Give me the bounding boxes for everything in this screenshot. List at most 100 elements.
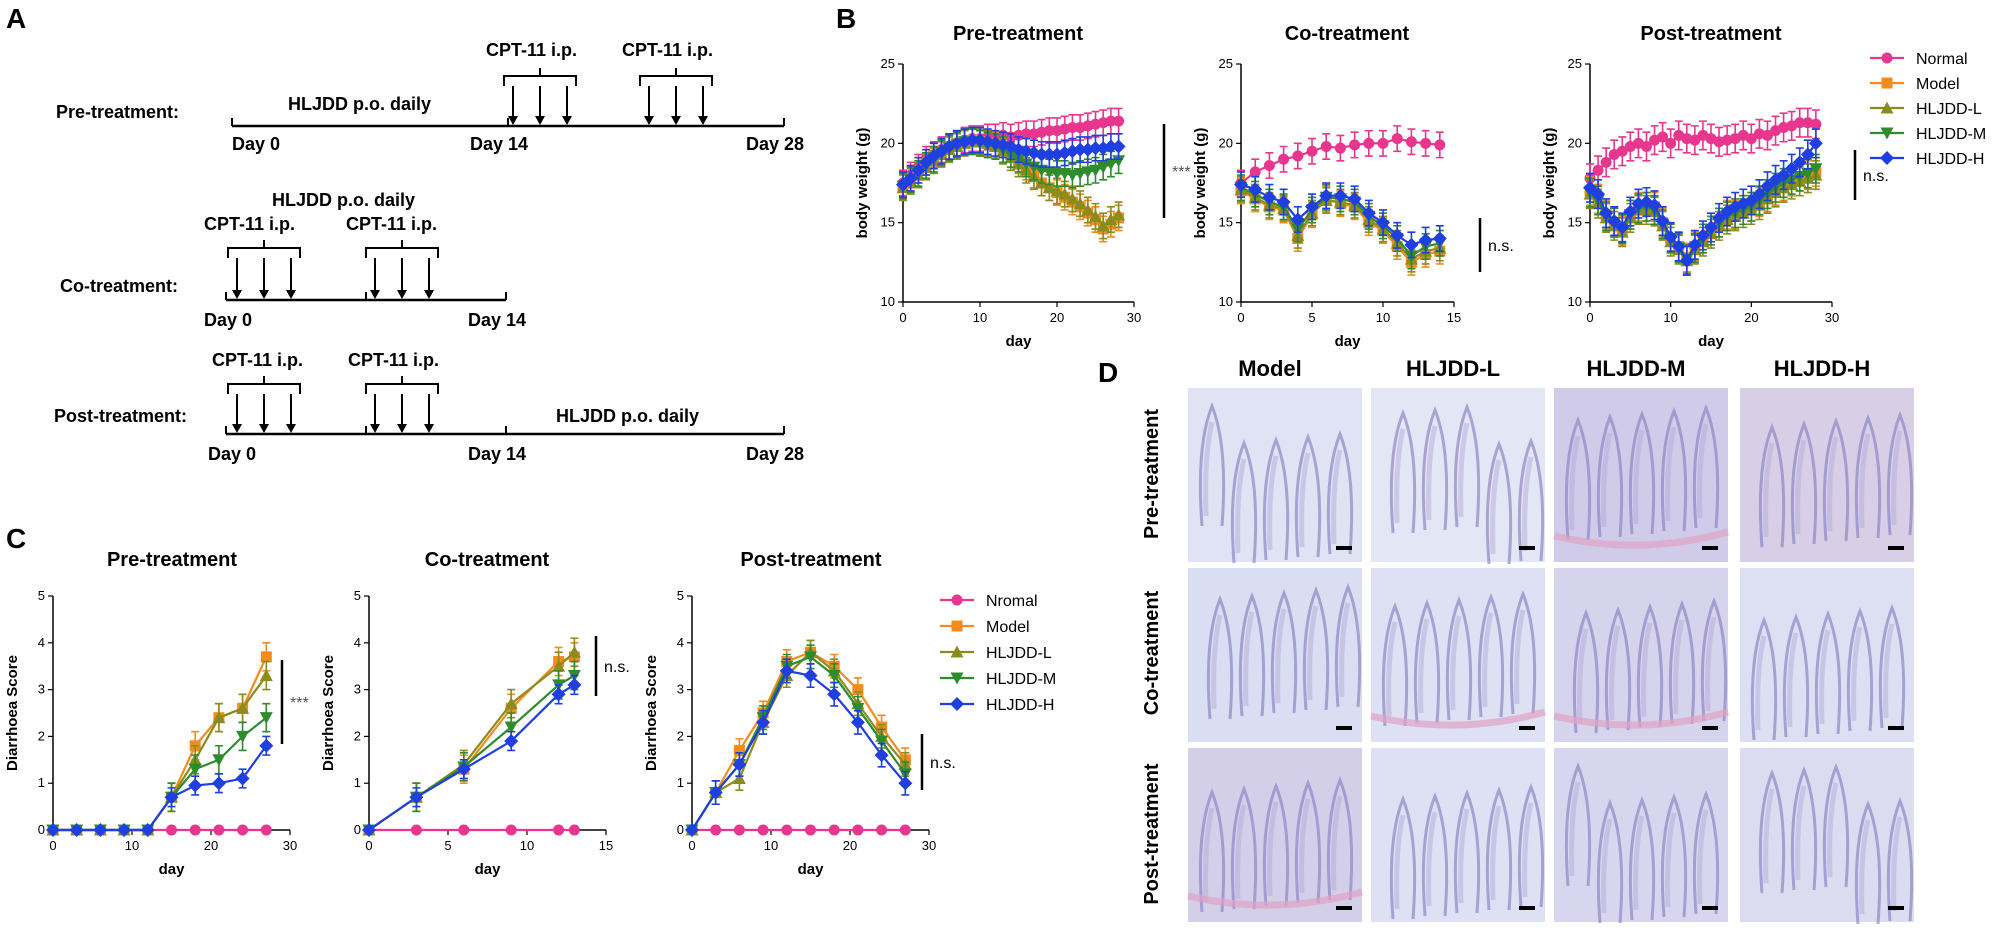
dose-arrowhead xyxy=(644,116,654,125)
data-point xyxy=(733,744,745,756)
data-point xyxy=(851,702,865,715)
tissue-lumen xyxy=(1665,812,1677,908)
panel-letter-a: A xyxy=(6,3,26,34)
tissue-villus xyxy=(1628,795,1656,921)
data-point xyxy=(733,824,745,836)
y-tick-label: 4 xyxy=(38,635,45,650)
tissue-villus xyxy=(1230,438,1258,564)
dose-bracket xyxy=(365,376,439,394)
legend-label: HLJDD-L xyxy=(1916,101,1982,118)
chart-b-pre-treatment: Pre-treatment 0 10 20 30 10 15 20 25 day body weig… xyxy=(854,23,1191,350)
data-point xyxy=(1320,141,1332,153)
schedule-co-cpt2: CPT-11 i.p. xyxy=(346,214,437,234)
data-point xyxy=(458,824,470,836)
data-point xyxy=(1027,161,1041,174)
legend-item: HLJDD-L xyxy=(940,645,1052,662)
data-point xyxy=(1363,137,1375,149)
data-point xyxy=(710,824,722,836)
schedule-post-day14: Day 14 xyxy=(468,444,526,464)
data-point xyxy=(260,651,272,663)
y-axis-label: Diarrhoea Score xyxy=(320,655,337,771)
legend-marker xyxy=(1880,127,1894,140)
data-point xyxy=(189,824,201,836)
scale-bar xyxy=(1336,726,1352,730)
dose-bracket xyxy=(227,376,301,394)
data-point xyxy=(1687,237,1702,252)
data-point xyxy=(1073,197,1087,210)
data-point xyxy=(1020,128,1032,140)
dose-arrowhead xyxy=(232,424,242,433)
data-point xyxy=(965,133,980,148)
data-point xyxy=(1712,210,1727,225)
tissue-villus xyxy=(1692,789,1720,915)
histology-row-co: Co-treatment xyxy=(1141,590,1163,715)
data-point xyxy=(1034,147,1049,162)
series-hljdd-h xyxy=(1234,171,1447,259)
data-point xyxy=(1043,125,1055,137)
data-point xyxy=(1334,142,1346,154)
chart-c-post-treatment: Post-treatment 0 10 20 30 0 1 2 3 4 5 day Diarrhoea … xyxy=(643,549,956,878)
tissue-villus xyxy=(1477,592,1505,718)
histology-col-hljdd-h: HLJDD-H xyxy=(1774,356,1871,381)
tissue-villus xyxy=(1660,792,1688,918)
x-axis-label: day xyxy=(1698,333,1725,350)
tissue-villus xyxy=(1822,762,1850,888)
series-nromal xyxy=(686,824,911,836)
tissue-villus xyxy=(1326,429,1354,555)
tissue-villus xyxy=(1878,603,1906,729)
significance-label: *** xyxy=(1172,164,1191,181)
tissue-lumen xyxy=(1267,455,1279,551)
data-point xyxy=(732,772,746,785)
schedule-co-day14: Day 14 xyxy=(468,310,526,330)
tissue-lumen xyxy=(1763,442,1775,538)
data-point xyxy=(1333,188,1348,203)
y-tick-label: 5 xyxy=(354,588,361,603)
legend-marker xyxy=(950,645,964,658)
data-point xyxy=(1800,147,1815,162)
x-tick-label: 20 xyxy=(204,838,218,853)
tissue-villus xyxy=(1886,410,1914,536)
y-tick-label: 0 xyxy=(354,822,361,837)
x-tick-label: 0 xyxy=(688,838,695,853)
tissue-lumen xyxy=(1235,458,1247,554)
scale-bar xyxy=(1519,906,1535,910)
y-tick-label: 20 xyxy=(1568,135,1582,150)
significance-label: n.s. xyxy=(1863,168,1889,185)
data-point xyxy=(188,763,202,776)
tissue-lumen xyxy=(1394,814,1406,910)
dose-arrowhead xyxy=(370,424,380,433)
tissue-lumen xyxy=(1482,612,1494,708)
data-point xyxy=(1249,166,1261,178)
tissue-villus xyxy=(1262,435,1290,561)
schedule-post-day0: Day 0 xyxy=(208,444,256,464)
histology-image xyxy=(1371,748,1545,922)
data-point xyxy=(1103,139,1118,154)
tissue-lumen xyxy=(1891,430,1903,526)
chart-title: Post-treatment xyxy=(740,549,881,571)
data-point xyxy=(1607,214,1622,229)
data-point xyxy=(875,735,889,748)
data-point xyxy=(188,778,203,793)
tissue-villus xyxy=(1389,408,1417,534)
data-point xyxy=(1792,155,1807,170)
x-tick-label: 10 xyxy=(764,838,778,853)
data-point xyxy=(1113,115,1125,127)
schedule-pre-cpt1: CPT-11 i.p. xyxy=(486,40,577,60)
x-tick-label: 10 xyxy=(520,838,534,853)
data-point xyxy=(911,163,926,178)
chart-b-co-treatment: Co-treatment 0 5 10 15 10 15 20 25 day body weight… xyxy=(1192,23,1514,350)
legend-item: HLJDD-H xyxy=(1870,151,1984,168)
histology-image xyxy=(1370,568,1546,742)
data-point xyxy=(1073,142,1088,157)
series-line xyxy=(691,650,907,831)
y-tick-label: 10 xyxy=(1568,294,1582,309)
data-point xyxy=(212,711,226,724)
tissue-villus xyxy=(1381,601,1409,727)
data-point xyxy=(1640,141,1652,153)
tissue-lumen xyxy=(1418,618,1430,714)
scale-bar xyxy=(1888,546,1904,550)
schedule-pre-drug: HLJDD p.o. daily xyxy=(288,94,431,114)
x-tick-label: 10 xyxy=(1376,310,1390,325)
data-point xyxy=(211,776,226,791)
dose-arrows-co xyxy=(227,240,439,299)
